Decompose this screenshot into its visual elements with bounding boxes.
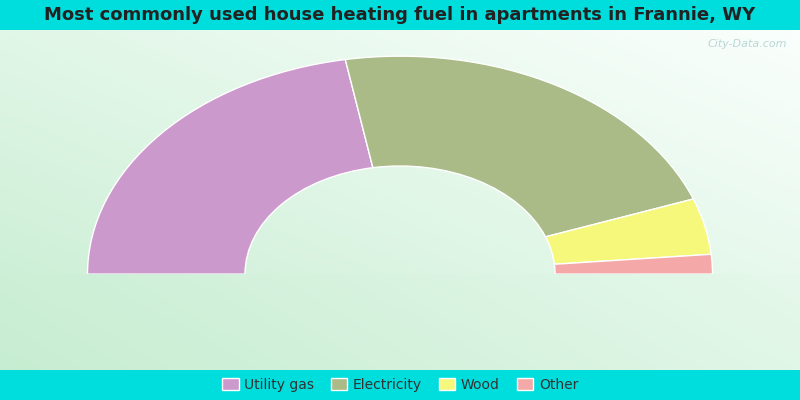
Text: City-Data.com: City-Data.com	[708, 39, 787, 49]
Wedge shape	[346, 56, 694, 237]
Wedge shape	[546, 199, 711, 264]
Wedge shape	[87, 60, 373, 274]
Wedge shape	[554, 254, 713, 274]
Legend: Utility gas, Electricity, Wood, Other: Utility gas, Electricity, Wood, Other	[216, 372, 584, 398]
Text: Most commonly used house heating fuel in apartments in Frannie, WY: Most commonly used house heating fuel in…	[44, 6, 756, 24]
Bar	[0, 274, 800, 370]
